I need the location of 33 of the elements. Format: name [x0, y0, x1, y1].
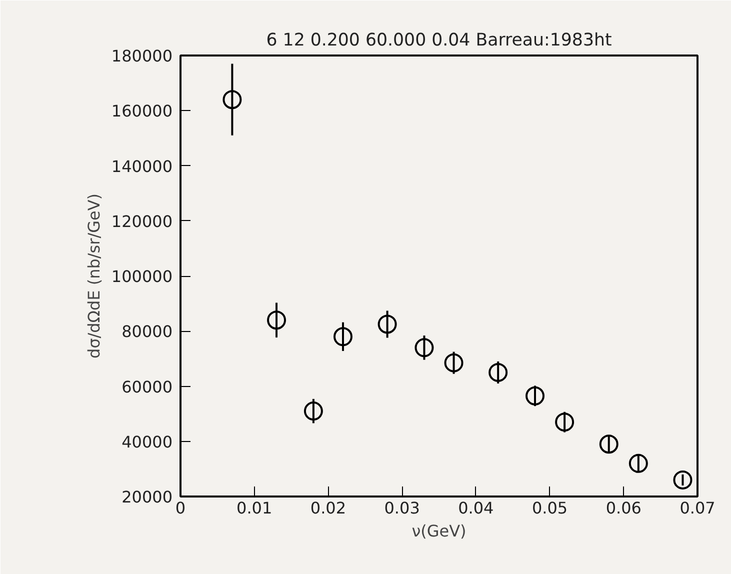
point — [444, 353, 464, 372]
y-tick-label: 80000 — [122, 322, 173, 342]
x-axis-title: ν(GeV) — [412, 522, 466, 540]
point — [222, 90, 242, 110]
x-tick-label: 0.06 — [606, 498, 642, 518]
point — [488, 362, 508, 382]
y-tick-label: 140000 — [111, 156, 172, 176]
point — [333, 327, 352, 346]
point — [673, 470, 692, 490]
point — [414, 338, 434, 358]
y-tick-label: 60000 — [122, 377, 173, 396]
point — [599, 434, 618, 454]
point — [526, 386, 545, 406]
x-tick-label: 0.05 — [532, 498, 568, 518]
x-tick-label: 0.04 — [458, 498, 494, 518]
y-tick-label: 160000 — [111, 102, 172, 121]
x-tick-label: 0.07 — [680, 498, 716, 518]
y-tick-label: 40000 — [122, 432, 173, 452]
y-tick-label: 180000 — [111, 46, 172, 66]
point — [304, 402, 323, 421]
point — [628, 454, 648, 473]
point — [378, 314, 397, 334]
point — [267, 310, 286, 330]
x-tick-label: 0.01 — [236, 498, 272, 518]
point — [555, 412, 574, 432]
x-tick-label: 0 — [175, 498, 186, 518]
x-tick-label: 0.03 — [384, 498, 420, 518]
chart-title: 6 12 0.200 60.000 0.04 Barreau:1983ht — [266, 30, 612, 50]
y-tick-label: 120000 — [111, 212, 172, 231]
y-tick-label: 100000 — [111, 267, 172, 286]
x-tick-label: 0.02 — [310, 498, 346, 518]
y-tick-label: 20000 — [122, 488, 173, 506]
y-axis-title: dσ/dΩdE (nb/sr/GeV) — [84, 193, 104, 359]
